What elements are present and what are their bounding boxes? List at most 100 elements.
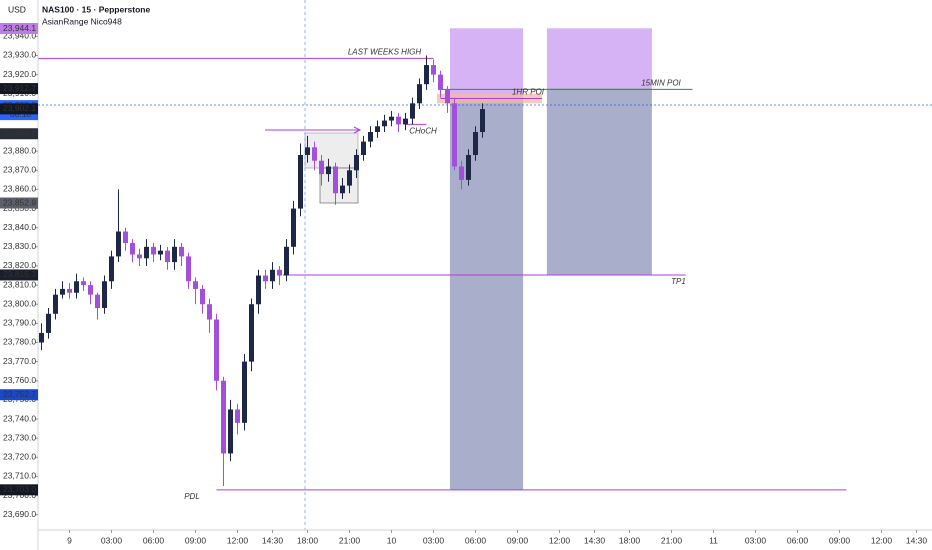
candle-body [333, 166, 338, 194]
x-tick-label: 03:00 [423, 535, 445, 545]
price-label-box [0, 197, 38, 209]
level-label: TP1 [671, 277, 686, 286]
price-label-box [0, 269, 38, 281]
y-tick-label: 23,880.0 [3, 145, 36, 155]
candle-body [46, 313, 51, 333]
y-tick-label: 23,920.0 [3, 69, 36, 79]
candle-body [347, 170, 352, 186]
candle-body [466, 154, 471, 180]
zones [437, 28, 652, 490]
candle-body [165, 250, 170, 263]
candle-body [214, 319, 219, 381]
level-label: CHoCH [409, 126, 437, 135]
candle-body [319, 160, 324, 175]
price-label: 23,912.7 [3, 83, 36, 93]
candle-body [144, 246, 149, 259]
x-tick-label: 21:00 [661, 535, 683, 545]
price-label-box [0, 23, 38, 35]
candle-body [326, 166, 331, 175]
x-tick-label: 03:00 [745, 535, 767, 545]
y-tick-label: 23,790.0 [3, 318, 36, 328]
candle-body [151, 246, 156, 255]
y-tick-label: 23,740.0 [3, 413, 36, 423]
x-tick-label: 14:30 [584, 535, 606, 545]
x-tick-label: 12:00 [227, 535, 249, 545]
y-tick-label: 23,870.0 [3, 165, 36, 175]
candle-body [221, 380, 226, 454]
candle-body [116, 231, 121, 257]
price-label-box [0, 83, 38, 95]
x-tick-label: 18:00 [619, 535, 641, 545]
x-tick-label: 9 [67, 535, 72, 545]
candle-body [403, 118, 408, 125]
candle-body [186, 256, 191, 282]
zone [449, 97, 524, 490]
candle-body [130, 242, 135, 255]
candle-body [340, 185, 345, 194]
candle-body [445, 89, 450, 104]
candle-body [361, 141, 366, 155]
candle-body [228, 409, 233, 454]
candle-body [53, 294, 58, 314]
y-tick-label: 23,780.0 [3, 337, 36, 347]
price-label: 23,703.0 [3, 484, 36, 494]
candle-body [207, 304, 212, 320]
candle-body [277, 269, 282, 276]
candle-body [179, 246, 184, 257]
candle-body [354, 154, 359, 171]
x-tick-label: 03:00 [101, 535, 123, 545]
candle-body [459, 166, 464, 180]
y-tick-label: 23,940.0 [3, 31, 36, 41]
candle-body [452, 103, 457, 167]
level-label: 15MIN POI [641, 78, 681, 87]
y-tick-label: 23,820.0 [3, 260, 36, 270]
candle-body [291, 208, 296, 247]
candle-body [305, 147, 310, 155]
candle-body [410, 103, 415, 119]
x-tick-label: 12:00 [871, 535, 893, 545]
candle-body [368, 132, 373, 142]
x-tick-label: 10 [387, 535, 397, 545]
x-tick-label: 09:00 [185, 535, 207, 545]
x-tick-label: 06:00 [787, 535, 809, 545]
price-label-box [0, 484, 38, 496]
y-tick-label: 23,840.0 [3, 222, 36, 232]
arrow-head [353, 126, 362, 134]
candle-body [95, 294, 100, 309]
levels: LAST WEEKS HIGH 15MIN POI 1HR POI TP1 PDL CHo… [38, 47, 847, 501]
y-tick-label: 23,800.0 [3, 298, 36, 308]
y-tick-label: 23,730.0 [3, 432, 36, 442]
candle-body [256, 275, 261, 305]
y-tick-label: 23,760.0 [3, 375, 36, 385]
candle-body [263, 275, 268, 282]
price-label-box [0, 128, 38, 140]
candle-body [60, 288, 65, 295]
price-label: 23,944.1 [3, 23, 36, 33]
zone [449, 28, 524, 98]
currency: USD [8, 4, 26, 14]
level-label: 1HR POI [512, 88, 545, 97]
candle-body [172, 246, 177, 263]
price-label: 23,852.9 [3, 197, 36, 207]
candle-body [67, 288, 72, 293]
x-tick-label: 09:00 [829, 535, 851, 545]
candle-body [81, 281, 86, 286]
candle-body [284, 246, 289, 276]
candle-body [109, 256, 114, 282]
candle-body [382, 120, 387, 127]
price-label: 23,889.1 [3, 128, 36, 138]
x-tick-label: 14:30 [906, 535, 928, 545]
candle-body [424, 65, 429, 85]
candle-body [389, 116, 394, 121]
candle-body [137, 254, 142, 259]
zone [546, 28, 652, 89]
price-label: 23,815.3 [3, 269, 36, 279]
candle-body [74, 281, 79, 293]
y-tick-label: 23,930.0 [3, 50, 36, 60]
candle-body [417, 84, 422, 104]
candle-body [123, 231, 128, 243]
price-label-box [0, 389, 38, 401]
x-tick-label: 06:00 [465, 535, 487, 545]
y-tick-label: 23,860.0 [3, 184, 36, 194]
